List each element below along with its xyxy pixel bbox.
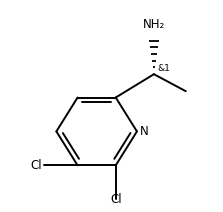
Text: NH₂: NH₂ [143,18,165,31]
Text: Cl: Cl [30,159,41,172]
Text: &1: &1 [157,64,170,73]
Text: N: N [139,125,148,138]
Text: Cl: Cl [110,193,122,206]
